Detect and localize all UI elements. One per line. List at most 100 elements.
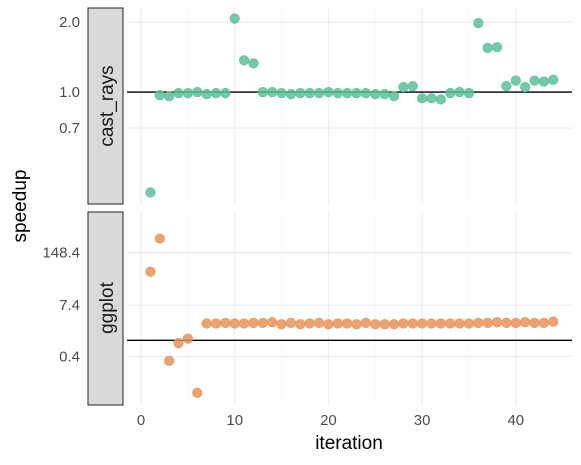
data-point	[370, 89, 381, 100]
data-point	[304, 318, 315, 329]
data-point	[379, 89, 390, 100]
data-point	[491, 42, 503, 53]
data-point	[463, 318, 475, 329]
panel-ggplot: ggplot 148.4 7.4 0.4	[42, 211, 572, 406]
data-point	[501, 317, 512, 328]
data-point	[182, 87, 193, 99]
data-point	[323, 319, 334, 330]
data-point	[276, 87, 287, 99]
data-point	[267, 86, 278, 98]
data-point	[360, 317, 371, 328]
data-point	[201, 89, 212, 100]
data-point	[510, 317, 521, 328]
data-point	[267, 317, 278, 328]
data-point	[201, 318, 212, 329]
data-point	[520, 317, 531, 328]
panel-grid	[127, 212, 572, 405]
panel-cast-rays: cast_rays 2.0 1.0 0.7	[59, 7, 572, 205]
data-point	[398, 318, 409, 329]
data-point	[257, 86, 268, 98]
x-tick-label: 10	[226, 412, 243, 429]
data-point	[192, 387, 203, 398]
data-point	[313, 87, 325, 99]
data-point	[220, 317, 231, 328]
data-point	[154, 90, 165, 101]
y-tick-label: 7.4	[59, 297, 80, 314]
data-point	[463, 87, 475, 99]
data-point	[304, 87, 315, 99]
data-point	[257, 317, 268, 328]
data-point	[285, 317, 297, 328]
data-point	[501, 81, 512, 92]
data-point	[435, 94, 446, 105]
data-point	[529, 317, 540, 328]
data-point	[388, 91, 400, 102]
data-point	[538, 76, 549, 87]
data-point	[145, 187, 156, 198]
data-point	[229, 318, 240, 329]
data-point	[388, 319, 400, 330]
data-point	[229, 13, 240, 24]
data-point	[220, 87, 231, 99]
data-point	[426, 318, 437, 329]
x-tick-label: 20	[320, 412, 337, 429]
data-point	[482, 317, 493, 328]
data-point	[360, 87, 371, 99]
data-point	[276, 319, 287, 330]
data-point	[417, 93, 428, 104]
data-point	[164, 91, 175, 102]
data-points	[145, 233, 559, 398]
data-point	[473, 18, 484, 29]
data-point	[379, 319, 390, 330]
data-point	[342, 318, 353, 329]
y-axis-title: speedup	[10, 170, 31, 243]
x-tick-label: 30	[414, 412, 431, 429]
y-tick-label: 0.7	[59, 120, 80, 137]
data-point	[445, 87, 456, 99]
data-point	[182, 333, 193, 344]
data-point	[548, 316, 559, 327]
data-point	[295, 87, 306, 99]
data-point	[520, 82, 531, 93]
x-tick-label: 0	[137, 412, 145, 429]
data-point	[173, 87, 184, 99]
facet-strip	[87, 7, 124, 205]
data-point	[332, 318, 343, 329]
data-point	[454, 86, 465, 98]
x-tick-labels: 0 10 20 30 40	[137, 412, 524, 429]
data-point	[323, 86, 334, 98]
data-points	[145, 13, 559, 198]
data-point	[210, 87, 222, 99]
data-point	[491, 317, 503, 328]
y-tick-label: 2.0	[59, 14, 80, 31]
data-point	[192, 86, 203, 98]
data-point	[407, 81, 418, 92]
facet-strip	[87, 211, 124, 406]
facet-strip-label: ggplot	[97, 281, 118, 333]
data-point	[332, 87, 343, 99]
data-point	[473, 317, 484, 328]
x-axis-title: iteration	[315, 433, 383, 454]
y-tick-labels: 148.4 7.4 0.4	[42, 245, 80, 366]
data-point	[510, 75, 521, 86]
y-tick-label: 0.4	[59, 348, 80, 365]
y-tick-labels: 2.0 1.0 0.7	[59, 14, 80, 137]
data-point	[342, 87, 353, 99]
data-point	[454, 318, 465, 329]
data-point	[248, 317, 259, 328]
data-point	[285, 89, 297, 100]
data-point	[173, 338, 184, 349]
data-point	[164, 355, 175, 366]
data-point	[154, 233, 165, 244]
data-point	[145, 266, 156, 277]
data-point	[538, 317, 549, 328]
data-point	[548, 74, 559, 85]
data-point	[417, 318, 428, 329]
x-tick-label: 40	[507, 412, 524, 429]
data-point	[398, 82, 409, 93]
data-point	[351, 319, 362, 330]
data-point	[313, 317, 325, 328]
data-point	[248, 58, 259, 69]
